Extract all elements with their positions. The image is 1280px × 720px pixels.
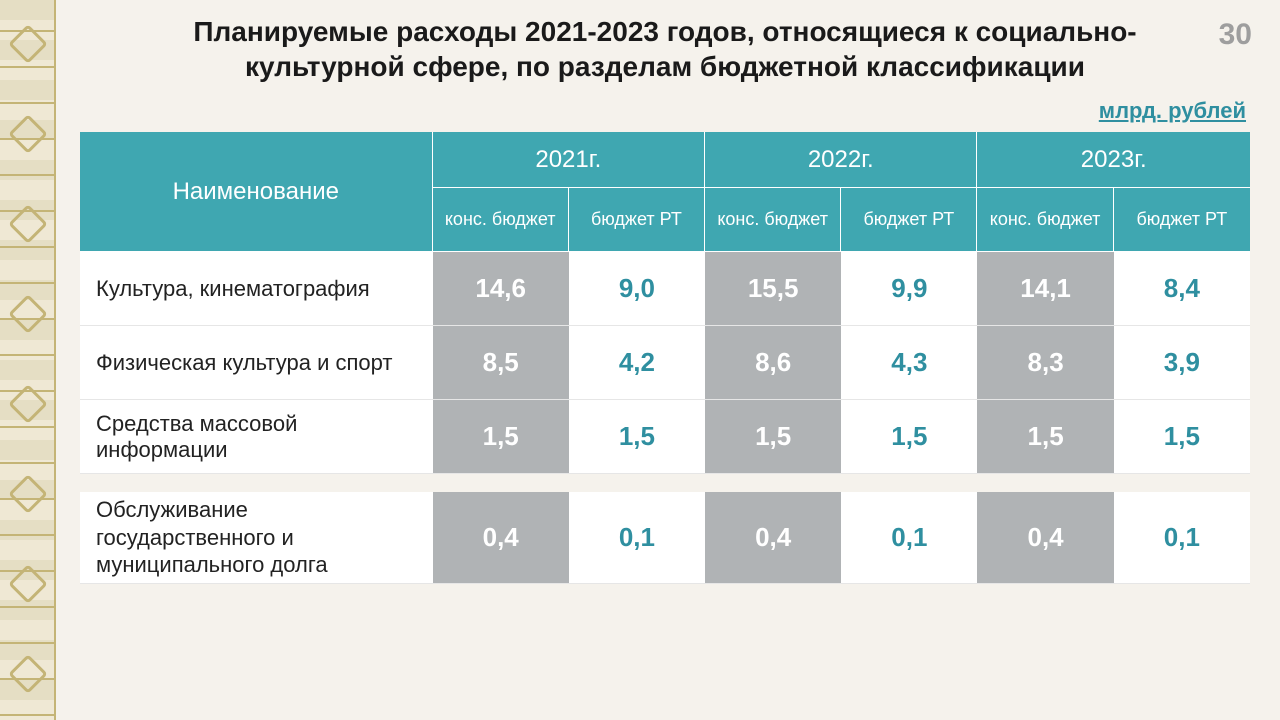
cell-rt: 0,1 [841,492,977,584]
cell-rt: 9,0 [569,252,705,326]
cell-cons: 0,4 [977,492,1113,584]
col-header-year: 2022г. [705,132,977,188]
col-header-name: Наименование [80,132,433,252]
cell-cons: 0,4 [433,492,569,584]
cell-rt: 0,1 [569,492,705,584]
slide-content: Планируемые расходы 2021-2023 годов, отн… [80,14,1250,584]
cell-cons: 1,5 [705,400,841,474]
cell-rt: 1,5 [1114,400,1250,474]
col-header-year: 2021г. [433,132,705,188]
cell-rt: 1,5 [841,400,977,474]
cell-cons: 8,3 [977,326,1113,400]
cell-cons: 1,5 [977,400,1113,474]
cell-rt: 4,2 [569,326,705,400]
cell-rt: 4,3 [841,326,977,400]
cell-cons: 15,5 [705,252,841,326]
row-name: Средства массовой информации [80,400,433,474]
col-subheader: конс. бюджет [433,188,569,252]
col-subheader: конс. бюджет [705,188,841,252]
cell-cons: 8,6 [705,326,841,400]
row-name: Физическая культура и спорт [80,326,433,400]
unit-label: млрд. рублей [80,98,1246,124]
cell-cons: 1,5 [433,400,569,474]
col-subheader: бюджет РТ [841,188,977,252]
col-subheader: конс. бюджет [977,188,1113,252]
cell-cons: 14,6 [433,252,569,326]
cell-cons: 0,4 [705,492,841,584]
cell-rt: 3,9 [1114,326,1250,400]
row-name: Культура, кинематография [80,252,433,326]
page-title: Планируемые расходы 2021-2023 годов, отн… [80,14,1250,88]
col-header-year: 2023г. [977,132,1250,188]
ornament-border [0,0,56,720]
cell-cons: 14,1 [977,252,1113,326]
cell-rt: 8,4 [1114,252,1250,326]
table-row: Средства массовой информации 1,5 1,5 1,5… [80,400,1250,474]
cell-rt: 0,1 [1114,492,1250,584]
cell-rt: 1,5 [569,400,705,474]
row-name: Обслуживание государственного и муниципа… [80,492,433,584]
main-table: Наименование 2021г. 2022г. 2023г. конс. … [80,132,1250,474]
table-row: Физическая культура и спорт 8,5 4,2 8,6 … [80,326,1250,400]
table-row: Культура, кинематография 14,6 9,0 15,5 9… [80,252,1250,326]
table-row: Обслуживание государственного и муниципа… [80,492,1250,584]
col-subheader: бюджет РТ [569,188,705,252]
cell-cons: 8,5 [433,326,569,400]
cell-rt: 9,9 [841,252,977,326]
secondary-table: Обслуживание государственного и муниципа… [80,492,1250,584]
col-subheader: бюджет РТ [1114,188,1250,252]
